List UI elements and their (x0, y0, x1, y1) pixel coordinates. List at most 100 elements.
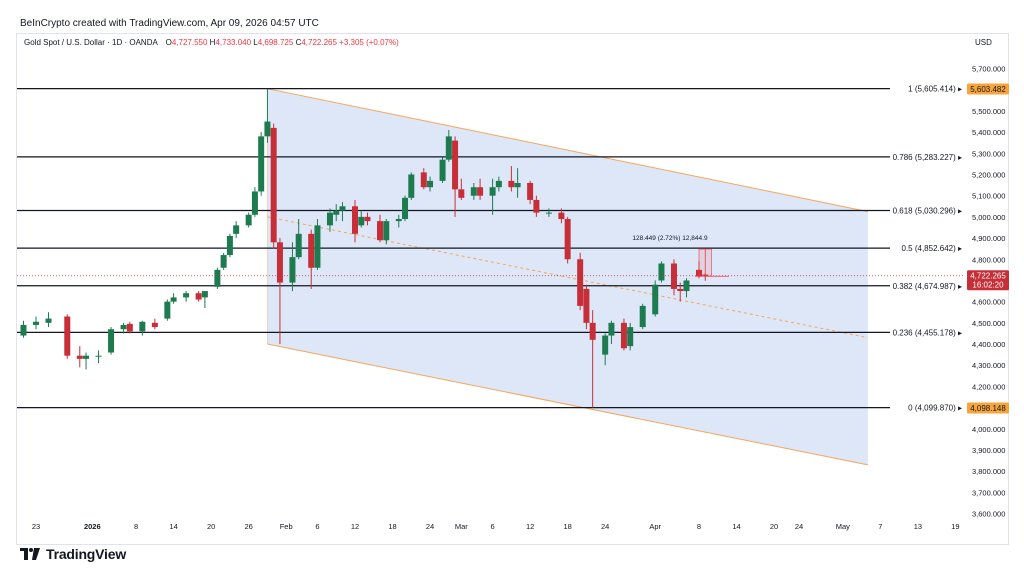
candle-2026-01-11 (151, 318, 158, 330)
y-tick-label: 4,400.000 (972, 340, 1005, 349)
tradingview-logo-icon (20, 548, 40, 560)
candle-2026-03-15 (545, 208, 552, 217)
fib-level-label: 0.786 (5,283.227) ▸ (893, 153, 962, 162)
high-value: 4,733.040 (215, 38, 252, 47)
y-tick-label: 3,800.000 (972, 467, 1005, 476)
currency-label[interactable]: USD (975, 38, 992, 47)
symbol-title: Gold Spot / U.S. Dollar · 1D · OANDA (24, 38, 158, 47)
candle-2025-12-25 (45, 312, 52, 328)
y-tick-label: 5,400.000 (972, 128, 1005, 137)
candle-body (45, 318, 52, 323)
x-tick-label: 26 (244, 522, 252, 531)
candle-body (76, 355, 83, 359)
candle-2026-02-26 (439, 157, 446, 183)
x-tick-label: 18 (563, 522, 571, 531)
candle-body (427, 180, 434, 188)
candle-body (477, 187, 484, 196)
candle-2026-03-13 (533, 195, 540, 217)
candle-2026-01-18 (195, 291, 202, 302)
candle-2026-01-29 (264, 88, 271, 143)
candle-2026-02-02 (289, 242, 296, 292)
candle-2026-02-23 (420, 168, 427, 190)
candle-2026-03-24 (602, 333, 609, 366)
candle-body (295, 233, 302, 258)
fibonacci-retracement[interactable]: 1 (5,605.414) ▸ 0.786 (5,283.227) ▸ 0.618 … (17, 85, 962, 413)
open-value: 4,727.550 (171, 38, 208, 47)
low-value: 4,698.725 (257, 38, 294, 47)
candle-2026-01-07 (126, 321, 133, 334)
candle-2026-03-25 (608, 320, 615, 345)
time-axis[interactable]: 23 2026 8 14 20 26 Feb 6 12 18 24 Mar 6 12 18 24 Apr 8 14 2… (32, 522, 960, 531)
x-tick-label: 2026 (84, 522, 101, 531)
price-range-measurement[interactable]: 128.449 (2.72%) 12,844.9 (632, 235, 729, 277)
chart-credit: BeInCrypto created with TradingView.com,… (20, 18, 319, 29)
candle-2026-02-16 (377, 214, 384, 243)
parallel-channel[interactable] (267, 88, 868, 466)
candle-2026-03-28 (627, 322, 634, 351)
candle-2025-12-30 (76, 346, 83, 368)
candle-body (220, 255, 227, 268)
fib-level-label: 0 (4,099.870) ▸ (908, 404, 962, 413)
candle-2026-02-28 (452, 136, 459, 217)
y-tick-label: 5,300.000 (972, 149, 1005, 158)
candle-body (64, 316, 71, 356)
x-tick-label: 23 (32, 522, 40, 531)
candle-body (233, 225, 240, 234)
price-axis[interactable]: 5,700.0005,600.0005,500.0005,400.0005,30… (972, 65, 1005, 519)
candle-2026-01-14 (170, 293, 177, 304)
candle-body (139, 321, 146, 332)
candle-body (452, 140, 459, 190)
candle-body (627, 327, 634, 347)
x-tick-label: 14 (732, 522, 740, 531)
candle-body (289, 257, 296, 283)
candle-body (201, 291, 208, 298)
candle-body (270, 127, 277, 243)
candle-2026-02-13 (358, 210, 365, 228)
y-tick-label: 3,600.000 (972, 510, 1005, 519)
candle-body (602, 335, 609, 355)
candle-body (458, 189, 465, 198)
y-tick-label: 5,000.000 (972, 213, 1005, 222)
candle-body (589, 322, 596, 340)
candle-body (8, 334, 14, 356)
candle-body (395, 219, 402, 222)
candle-body (377, 221, 384, 241)
candle-body (264, 121, 271, 137)
candle-body (420, 172, 427, 188)
candle-2026-01-23 (226, 233, 233, 258)
channel-fill (267, 88, 868, 465)
channel-lower-line[interactable] (267, 343, 868, 466)
candlestick-series (8, 88, 965, 408)
candle-2026-02-12 (351, 199, 358, 243)
x-tick-label: 20 (207, 522, 215, 531)
fib-level-label: 0.618 (5,030.296) ▸ (893, 206, 962, 215)
candle-body (214, 269, 221, 287)
candle-2026-04-06 (683, 278, 690, 298)
x-tick-label: 19 (951, 522, 959, 531)
y-tick-label: 3,900.000 (972, 446, 1005, 455)
channel-midline[interactable] (267, 216, 868, 339)
fib-level-label: 0.236 (4,455.178) ▸ (893, 328, 962, 337)
candle-body (83, 355, 90, 359)
candle-2026-01-26 (245, 212, 252, 228)
candle-2026-03-07 (495, 176, 502, 192)
candle-body (245, 214, 252, 226)
tradingview-footer[interactable]: TradingView (20, 546, 126, 562)
candle-body (164, 301, 171, 319)
candle-body (533, 199, 540, 213)
candle-body (439, 159, 446, 181)
y-tick-label: 4,300.000 (972, 361, 1005, 370)
candle-2026-01-27 (251, 187, 258, 217)
candle-body (20, 324, 27, 336)
candle-2026-02-10 (339, 202, 346, 222)
fib-level-label: 0.5 (4,852.642) ▸ (902, 244, 963, 253)
candle-body (652, 284, 659, 315)
channel-upper-line[interactable] (267, 88, 868, 213)
x-tick-label: Mar (455, 522, 468, 531)
candle-body (620, 322, 627, 349)
candle-body (326, 212, 333, 226)
y-tick-label: 3,700.000 (972, 488, 1005, 497)
price-tag-label: 4,098.148 (970, 404, 1006, 413)
